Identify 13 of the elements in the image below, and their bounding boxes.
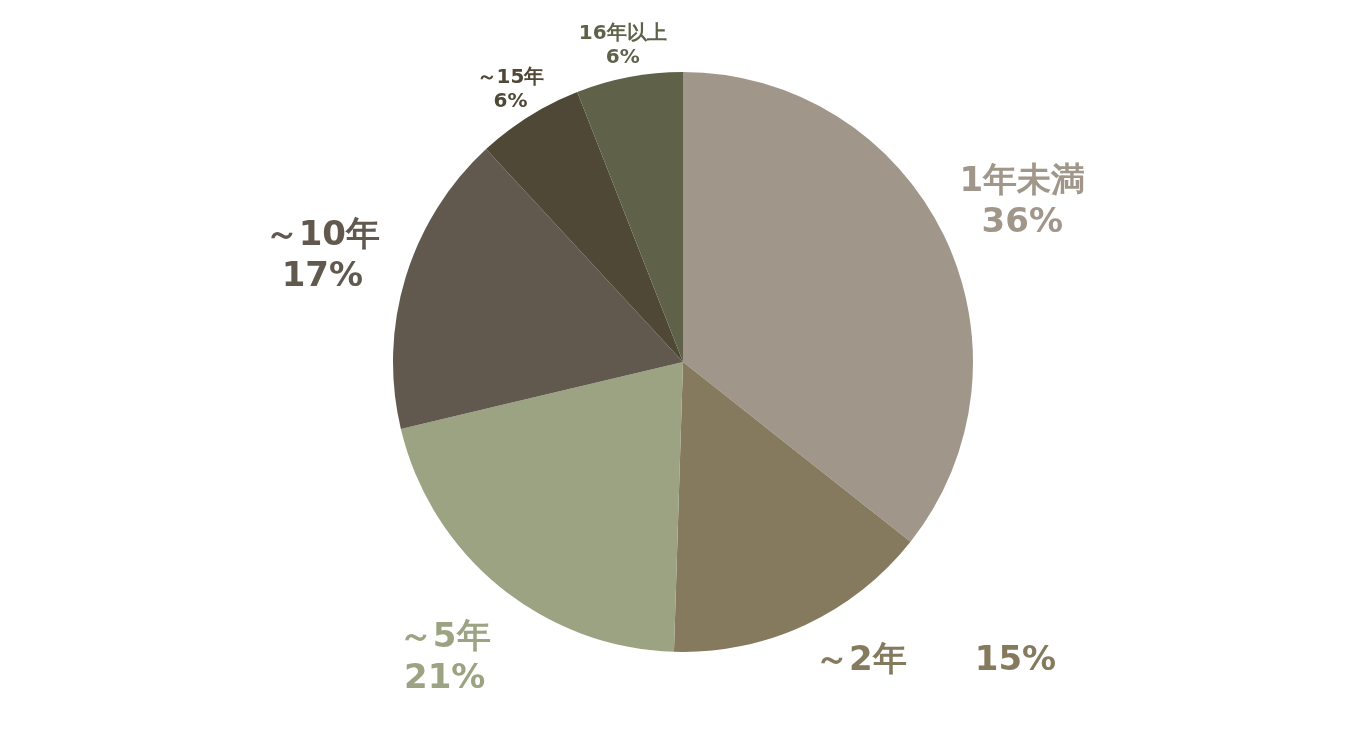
data-label: 21% (403, 656, 486, 697)
slice-label: 1年未満 (959, 158, 1086, 199)
data-label: 36% (981, 199, 1063, 240)
data-label: 15% (974, 637, 1057, 678)
data-label: 6% (605, 43, 640, 68)
slice-label: 16年以上 (578, 19, 667, 44)
slice-label: ～2年 (815, 637, 907, 678)
pie-slice (486, 91, 683, 362)
slice-label: ～15年 (476, 63, 545, 88)
slice-label: ～5年 (398, 615, 491, 656)
slice-label: ～10年 (264, 213, 380, 254)
data-label: 6% (493, 87, 528, 112)
data-label: 17% (281, 254, 364, 295)
